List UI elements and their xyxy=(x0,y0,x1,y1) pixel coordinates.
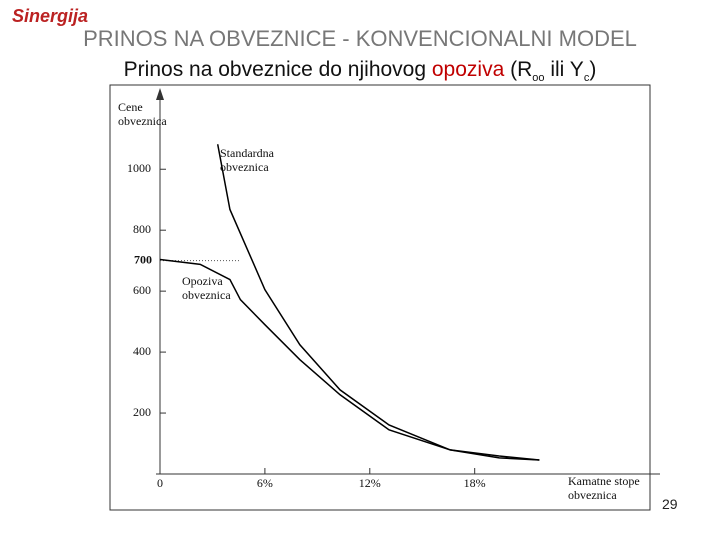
page-number: 29 xyxy=(662,496,678,512)
reference-label: 700 xyxy=(134,252,152,266)
y-tick-label: 400 xyxy=(133,344,151,358)
y-tick-label: 1000 xyxy=(127,161,151,175)
logo: Sinergija xyxy=(12,6,89,26)
chart-frame xyxy=(109,84,651,511)
series-line xyxy=(159,258,540,461)
subtitle: Prinos na obveznice do njihovog opoziva … xyxy=(0,58,720,84)
subtitle-part: (R xyxy=(504,58,533,81)
title: PRINOS NA OBVEZNICE - KONVENCIONALNI MOD… xyxy=(83,26,637,51)
y-tick-label: 600 xyxy=(133,283,151,297)
subtitle-sub: c xyxy=(583,72,590,85)
y-axis-label: Cene obveznica xyxy=(118,100,167,128)
y-arrow xyxy=(156,88,164,100)
series-label: Opoziva obveznica xyxy=(182,274,231,302)
y-tick-label: 800 xyxy=(133,222,151,236)
x-tick-label: 6% xyxy=(257,476,273,490)
y-tick-label: 200 xyxy=(133,405,151,419)
subtitle-part: opoziva xyxy=(431,58,505,81)
series-line xyxy=(216,144,540,461)
x-tick-label: 0 xyxy=(157,476,163,490)
x-tick-label: 18% xyxy=(464,476,486,490)
subtitle-sub: oo xyxy=(532,72,545,85)
series-label: Standardna obveznica xyxy=(220,146,274,174)
subtitle-part: ili Y xyxy=(544,58,584,81)
subtitle-part: ) xyxy=(589,58,597,81)
x-tick-label: 12% xyxy=(359,476,381,490)
x-axis-label: Kamatne stope obveznica xyxy=(568,474,640,502)
subtitle-part: Prinos na obveznice do njihovog xyxy=(123,58,432,81)
